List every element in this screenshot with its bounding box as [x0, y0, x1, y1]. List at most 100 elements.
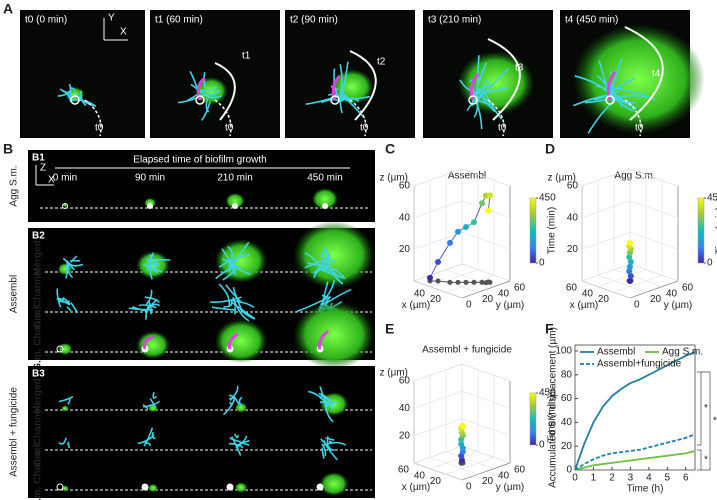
point [447, 239, 453, 246]
cell [322, 203, 328, 209]
trace-start [84, 99, 102, 137]
plot-frame [574, 344, 696, 471]
hypha [320, 394, 334, 407]
micrograph [20, 10, 145, 138]
panel-label: D [545, 141, 555, 157]
hypha [320, 438, 332, 451]
hypha [58, 395, 74, 403]
cell [56, 483, 64, 491]
cell [56, 345, 64, 353]
panel-label: C [385, 141, 395, 157]
x-axis-label: x (µm) [402, 482, 431, 493]
panel-label: A [3, 1, 13, 17]
micrograph [150, 10, 280, 138]
x-tick-label: 40 [414, 470, 426, 481]
grid-line [613, 174, 663, 287]
significance: * [713, 416, 717, 427]
hypha [66, 260, 84, 267]
point [627, 278, 633, 284]
x-tick-label: 40 [582, 288, 594, 299]
trace-start [624, 99, 642, 137]
point [479, 200, 485, 207]
x-tick-label: 60 [566, 283, 578, 294]
tile-title: t2 (90 min) [290, 15, 338, 26]
hypha [71, 99, 97, 108]
hypha [198, 85, 218, 92]
x-tick-label: 0 [572, 473, 578, 484]
y-tick-label: 0 [466, 300, 472, 311]
hypha [327, 93, 338, 97]
z-axis-label: z (µm) [379, 173, 408, 184]
cell [147, 203, 153, 209]
hypha [151, 431, 156, 440]
micrograph [28, 366, 375, 498]
hypha [222, 267, 237, 281]
z-tick-label: 60 [567, 181, 579, 192]
trajectory [469, 72, 480, 101]
hypha [57, 300, 70, 303]
hypha [321, 443, 327, 457]
hypha [149, 398, 156, 409]
hypha [239, 308, 256, 320]
y-tick-label: 20 [482, 476, 494, 487]
hypha [211, 306, 237, 311]
subpanel-label: B1 [32, 153, 45, 164]
channel-label: Merged [33, 240, 44, 276]
axis-label: Z [40, 163, 46, 174]
hypha [70, 302, 79, 314]
shadow-point [479, 279, 485, 285]
cell [330, 95, 340, 105]
x-tick-label: 20 [430, 476, 442, 487]
hypha [328, 257, 336, 263]
hypha [321, 269, 346, 280]
biofilm [61, 405, 69, 412]
colorbar [529, 392, 537, 446]
time-label: 90 min [135, 173, 165, 184]
legend-label: Assembl+fungicide [597, 359, 682, 370]
biofilm [573, 24, 705, 134]
y-tick-label: 40 [561, 417, 573, 428]
front-arc [214, 62, 236, 121]
trajectory [227, 332, 239, 350]
y-axis-label: y (µm) [664, 300, 693, 311]
point [627, 258, 634, 265]
x-tick-label: 20 [598, 294, 610, 305]
hypha [152, 391, 158, 399]
hypha [143, 427, 154, 447]
grid-line [581, 186, 631, 299]
chart-title: Assembl [448, 171, 486, 182]
hypha [203, 71, 207, 89]
hypha [328, 440, 333, 445]
time-mark: t0 [95, 123, 104, 134]
grid-line [613, 180, 663, 293]
axis-label: X [120, 27, 127, 38]
point [459, 422, 466, 429]
hypha [611, 78, 617, 93]
hypha [147, 254, 152, 268]
hypha [319, 386, 329, 407]
hypha [339, 64, 343, 95]
header: Elapsed time of biofilm growth [133, 155, 266, 166]
hypha [143, 264, 163, 273]
point [485, 207, 492, 214]
point [435, 259, 441, 265]
significance: * [704, 403, 708, 414]
colorbar-label: Time (min) [547, 395, 558, 442]
legend-label: Agg S.m. [662, 347, 703, 358]
trajectory [317, 329, 329, 350]
panel-label: B [3, 141, 13, 157]
grid-line [445, 174, 495, 287]
hypha [58, 437, 67, 445]
y-tick-label: 60 [561, 393, 573, 404]
hypha [238, 396, 243, 407]
shadow-point [485, 279, 491, 285]
colorbar-label: Time (min) [715, 207, 717, 254]
hypha [233, 433, 239, 439]
hypha [572, 94, 610, 107]
time-mark: t3 [515, 63, 524, 74]
tile-title: t1 (60 min) [155, 15, 203, 26]
hypha [62, 296, 71, 305]
time-mark: t2 [377, 57, 386, 68]
cell [70, 95, 80, 105]
